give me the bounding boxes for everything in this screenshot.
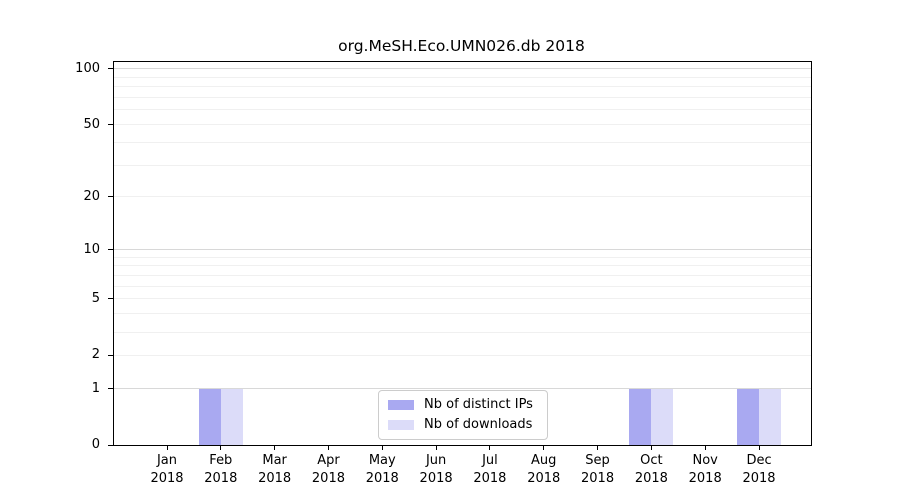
y-tick-label: 10 bbox=[83, 241, 100, 257]
x-tick-mark bbox=[274, 445, 276, 450]
y-tick-label: 2 bbox=[91, 347, 100, 363]
minor-gridline bbox=[114, 313, 811, 315]
legend: Nb of distinct IPs Nb of downloads bbox=[378, 390, 548, 440]
legend-label-downloads: Nb of downloads bbox=[424, 417, 533, 432]
major-gridline bbox=[114, 68, 811, 70]
plot-area: 100 50 20 10 5 2 1 0 Jan 2018 Feb 2018 Mar 2018 Apr… bbox=[75, 61, 812, 486]
x-tick-label: Mar 2018 bbox=[258, 453, 292, 486]
x-tick-mark bbox=[650, 445, 652, 450]
x-tick-mark bbox=[220, 445, 222, 450]
minor-gridline bbox=[114, 76, 811, 78]
major-gridline bbox=[114, 388, 811, 389]
x-tick-mark bbox=[435, 445, 437, 450]
legend-entry-downloads: Nb of downloads bbox=[388, 417, 538, 433]
x-tick-label: May 2018 bbox=[365, 453, 399, 486]
minor-gridline bbox=[114, 124, 811, 126]
x-tick-label: Dec 2018 bbox=[742, 453, 776, 486]
x-tick-mark bbox=[489, 445, 491, 450]
bar-downloads bbox=[651, 388, 674, 445]
minor-gridline bbox=[114, 164, 811, 166]
minor-gridline bbox=[114, 141, 811, 143]
minor-gridline bbox=[114, 331, 811, 333]
x-tick-label: Apr 2018 bbox=[311, 453, 345, 486]
bar-distinct-ips bbox=[198, 388, 221, 445]
y-tick-mark bbox=[108, 249, 113, 251]
y-tick-label: 1 bbox=[91, 380, 100, 396]
legend-label-distinct-ips: Nb of distinct IPs bbox=[424, 397, 533, 412]
x-tick-mark bbox=[543, 445, 545, 450]
minor-gridline bbox=[114, 256, 811, 258]
x-tick-mark bbox=[381, 445, 383, 450]
x-tick-label: Aug 2018 bbox=[527, 453, 561, 486]
y-tick-mark bbox=[108, 196, 113, 198]
minor-gridline bbox=[114, 97, 811, 99]
bar-distinct-ips bbox=[737, 388, 760, 445]
y-tick-mark bbox=[108, 388, 113, 389]
x-tick-label: Jul 2018 bbox=[473, 453, 507, 486]
x-tick-label: Oct 2018 bbox=[634, 453, 668, 486]
minor-gridline bbox=[114, 265, 811, 267]
y-tick-label: 100 bbox=[75, 60, 100, 76]
bar-distinct-ips bbox=[629, 388, 652, 445]
minor-gridline bbox=[114, 196, 811, 198]
minor-gridline bbox=[114, 275, 811, 277]
bar-downloads bbox=[220, 388, 243, 445]
chart-title: org.MeSH.Eco.UMN026.db 2018 bbox=[338, 37, 585, 55]
x-tick-mark bbox=[166, 445, 168, 450]
x-tick-mark bbox=[704, 445, 706, 450]
y-tick-label: 20 bbox=[83, 188, 100, 204]
y-tick-label: 0 bbox=[91, 437, 100, 452]
legend-swatch-downloads bbox=[388, 420, 414, 430]
x-tick-label: Sep 2018 bbox=[581, 453, 615, 486]
y-tick-mark bbox=[108, 354, 113, 356]
minor-gridline bbox=[114, 285, 811, 287]
y-tick-mark bbox=[108, 298, 113, 300]
x-tick-label: Jan 2018 bbox=[150, 453, 184, 486]
y-tick-mark bbox=[108, 444, 113, 446]
major-gridline bbox=[114, 249, 811, 251]
x-tick-label: Feb 2018 bbox=[204, 453, 238, 486]
x-tick-label: Nov 2018 bbox=[688, 453, 722, 486]
y-tick-label: 50 bbox=[83, 116, 100, 132]
minor-gridline bbox=[114, 354, 811, 356]
minor-gridline bbox=[114, 298, 811, 300]
x-tick-mark bbox=[758, 445, 760, 450]
x-tick-label: Jun 2018 bbox=[419, 453, 453, 486]
x-tick-mark bbox=[327, 445, 329, 450]
minor-gridline bbox=[114, 86, 811, 88]
minor-gridline bbox=[114, 109, 811, 111]
y-tick-label: 5 bbox=[91, 290, 100, 306]
legend-entry-distinct-ips: Nb of distinct IPs bbox=[388, 397, 538, 413]
y-tick-mark bbox=[108, 68, 113, 70]
bar-downloads bbox=[759, 388, 782, 445]
legend-swatch-distinct-ips bbox=[388, 400, 414, 410]
x-tick-mark bbox=[597, 445, 599, 450]
y-tick-mark bbox=[108, 124, 113, 126]
